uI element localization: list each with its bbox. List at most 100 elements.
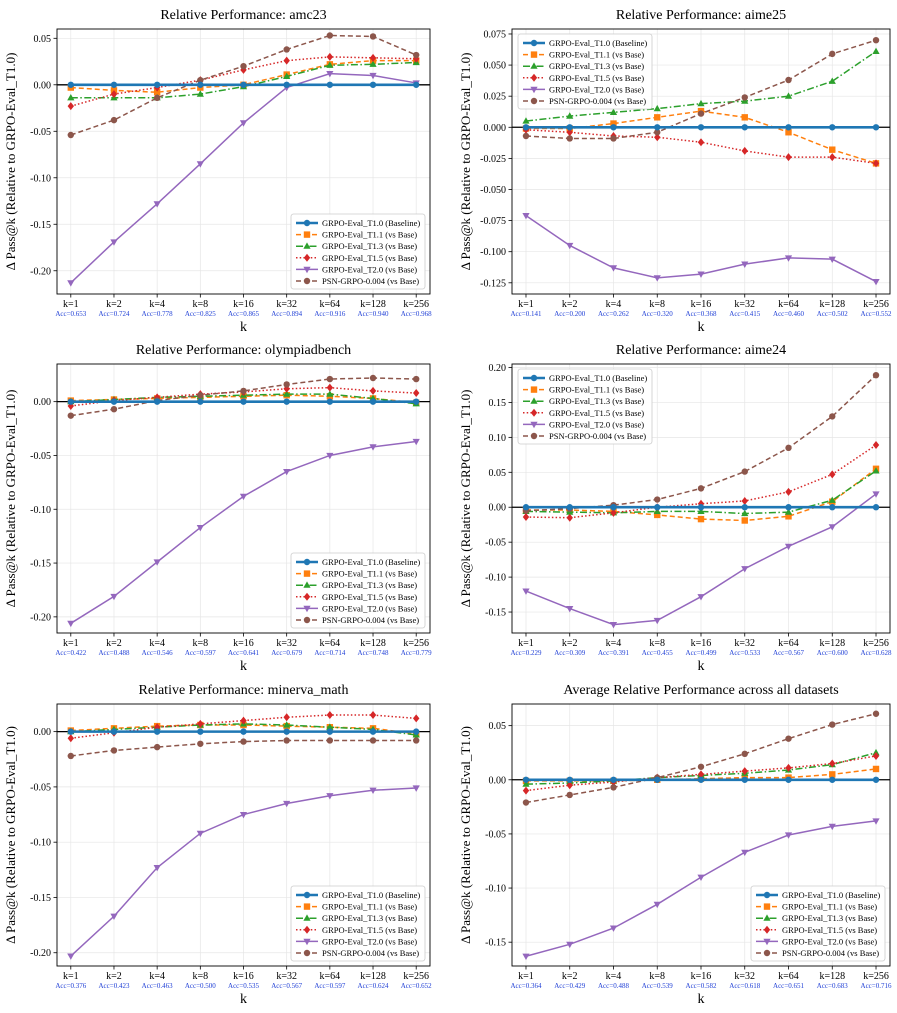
series-grpo-eval_t2.0 xyxy=(522,213,880,286)
data-point xyxy=(654,114,661,121)
data-point xyxy=(522,504,530,511)
data-point xyxy=(196,90,204,97)
data-point xyxy=(369,444,377,451)
data-point xyxy=(654,133,661,142)
legend: GRPO-Eval_T1.0 (Baseline) GRPO-Eval_T1.1 … xyxy=(290,885,426,962)
legend-marker xyxy=(303,949,311,957)
legend-label: GRPO-Eval_T2.0 (vs Base) xyxy=(322,603,417,613)
data-point xyxy=(283,56,290,65)
data-point xyxy=(110,405,118,413)
data-point xyxy=(829,153,836,162)
data-point xyxy=(741,261,749,268)
data-point xyxy=(829,771,836,778)
x-axis-label: k xyxy=(698,992,705,1007)
data-point xyxy=(326,728,334,735)
data-point xyxy=(697,515,705,523)
legend-box xyxy=(750,885,886,962)
legend-label: GRPO-Eval_T1.0 (Baseline) xyxy=(549,38,647,48)
data-point xyxy=(283,737,290,744)
data-point xyxy=(828,823,836,831)
legend-marker xyxy=(303,891,311,899)
data-point xyxy=(785,444,792,452)
data-point xyxy=(67,102,75,111)
y-tick-label: -0.125 xyxy=(480,278,506,289)
data-point xyxy=(741,496,748,505)
data-point xyxy=(153,559,161,566)
data-point xyxy=(566,504,573,511)
legend-marker xyxy=(530,432,538,440)
acc-label: Acc=0.141 xyxy=(511,310,542,318)
data-point xyxy=(197,740,204,747)
data-point xyxy=(283,728,290,735)
data-point xyxy=(872,371,880,379)
legend-label: PSN-GRPO-0.004 (vs Base) xyxy=(782,948,879,958)
data-point xyxy=(412,51,420,59)
x-tick-label: k=64 xyxy=(778,971,799,982)
data-point xyxy=(240,716,247,725)
legend: GRPO-Eval_T1.0 (Baseline) GRPO-Eval_T1.1 … xyxy=(290,213,426,290)
data-point xyxy=(785,776,792,783)
chart-title: Relative Performance: minerva_math xyxy=(139,683,349,698)
acc-label: Acc=0.488 xyxy=(98,649,129,657)
acc-label: Acc=0.968 xyxy=(401,310,432,318)
data-point xyxy=(872,751,880,760)
data-point xyxy=(829,413,836,420)
data-point xyxy=(610,504,617,511)
acc-label: Acc=0.628 xyxy=(861,649,892,657)
series-line xyxy=(525,468,877,522)
data-point xyxy=(153,81,161,88)
data-point xyxy=(828,256,836,263)
data-point xyxy=(67,398,75,405)
data-point xyxy=(741,468,748,475)
series-psn-grpo-0.004 xyxy=(67,737,420,760)
y-tick-label: -0.10 xyxy=(30,173,51,184)
data-point xyxy=(566,128,573,137)
acc-label: Acc=0.651 xyxy=(773,982,804,990)
x-tick-label: k=64 xyxy=(320,638,341,649)
y-tick-label: -0.050 xyxy=(480,185,506,196)
data-point xyxy=(654,504,661,511)
series-grpo-eval_t1.0 xyxy=(67,398,420,405)
acc-label: Acc=0.499 xyxy=(686,649,717,657)
data-point xyxy=(609,925,618,932)
data-point xyxy=(67,752,75,760)
series-line xyxy=(70,59,417,93)
legend: GRPO-Eval_T1.0 (Baseline) GRPO-Eval_T1.1 … xyxy=(517,368,653,445)
data-point xyxy=(196,830,204,838)
data-point xyxy=(653,275,661,282)
legend-label: GRPO-Eval_T1.1 (vs Base) xyxy=(322,569,417,579)
acc-label: Acc=0.894 xyxy=(271,310,302,318)
data-point xyxy=(697,776,705,783)
acc-label: Acc=0.748 xyxy=(358,649,389,657)
x-tick-label: k=2 xyxy=(106,971,122,982)
y-tick-label: -0.05 xyxy=(485,829,506,840)
acc-label: Acc=0.778 xyxy=(142,310,173,318)
y-tick-label: 0.10 xyxy=(489,433,507,444)
x-tick-label: k=32 xyxy=(734,971,755,982)
acc-label: Acc=0.368 xyxy=(686,310,717,318)
legend-marker xyxy=(303,903,311,910)
data-point xyxy=(283,390,291,397)
data-point xyxy=(283,81,290,88)
data-point xyxy=(872,467,880,474)
series-grpo-eval_t1.0 xyxy=(67,728,420,735)
x-axis-label: k xyxy=(240,992,247,1007)
acc-label: Acc=0.865 xyxy=(228,310,259,318)
y-tick-label: 0.15 xyxy=(489,398,507,409)
x-tick-label: k=16 xyxy=(233,638,254,649)
legend-box xyxy=(290,213,426,290)
data-point xyxy=(697,507,705,515)
data-point xyxy=(153,94,161,102)
data-point xyxy=(872,278,880,286)
data-point xyxy=(326,793,334,800)
data-point xyxy=(872,491,880,498)
y-tick-label: 0.00 xyxy=(34,80,52,91)
legend-marker xyxy=(303,914,311,921)
data-point xyxy=(153,89,161,96)
data-point xyxy=(326,383,334,392)
x-tick-label: k=4 xyxy=(606,299,622,310)
legend-marker xyxy=(303,266,311,274)
data-point xyxy=(110,90,118,99)
legend-marker xyxy=(530,397,538,404)
data-point xyxy=(239,120,248,127)
